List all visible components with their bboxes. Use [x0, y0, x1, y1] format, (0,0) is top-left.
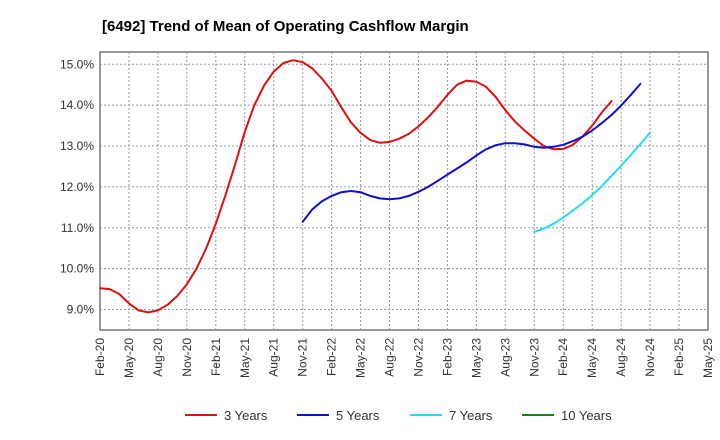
x-tick-label: Nov-21 — [296, 338, 310, 377]
y-tick-label: 10.0% — [60, 262, 94, 276]
y-axis: 9.0% 10.0% 11.0% 12.0% 13.0% 14.0% 15.0% — [60, 57, 94, 316]
legend: 3 Years 5 Years 7 Years 10 Years — [185, 408, 612, 423]
x-tick-label: Nov-24 — [643, 338, 657, 377]
x-tick-label: Feb-20 — [93, 338, 107, 376]
y-tick-label: 13.0% — [60, 139, 94, 153]
x-tick-label: Aug-24 — [614, 338, 628, 377]
legend-label: 7 Years — [449, 408, 493, 423]
x-tick-label: May-23 — [469, 338, 483, 378]
plot-area — [99, 51, 709, 331]
x-tick-label: Aug-20 — [151, 338, 165, 377]
x-tick-label: Aug-21 — [267, 338, 281, 377]
y-tick-label: 15.0% — [60, 57, 94, 71]
x-tick-label: Aug-23 — [498, 338, 512, 377]
legend-label: 5 Years — [336, 408, 380, 423]
x-tick-label: Nov-23 — [527, 338, 541, 377]
y-tick-label: 12.0% — [60, 180, 94, 194]
chart-title: [6492] Trend of Mean of Operating Cashfl… — [102, 18, 469, 35]
x-axis: Feb-20 May-20 Aug-20 Nov-20 Feb-21 May-21 Aug-… — [93, 338, 715, 378]
legend-label: 10 Years — [561, 408, 612, 423]
x-tick-label: Aug-22 — [383, 338, 397, 377]
series-layer — [99, 59, 652, 314]
x-tick-label: May-22 — [354, 338, 368, 378]
x-tick-label: May-21 — [238, 338, 252, 378]
x-tick-label: Nov-20 — [180, 338, 194, 377]
x-tick-label: Feb-24 — [556, 338, 570, 376]
plot-frame — [99, 51, 709, 331]
legend-label: 3 Years — [224, 408, 268, 423]
x-tick-label: May-20 — [122, 338, 136, 378]
x-tick-label: Feb-22 — [325, 338, 339, 376]
series-line-5-years — [301, 82, 642, 223]
grid-lines — [100, 52, 708, 330]
y-tick-label: 11.0% — [61, 221, 94, 235]
series-line-3-years — [99, 59, 613, 314]
x-tick-label: May-25 — [701, 338, 715, 378]
y-tick-label: 9.0% — [67, 303, 95, 317]
x-tick-label: May-24 — [585, 338, 599, 378]
x-tick-label: Feb-25 — [672, 338, 686, 376]
x-tick-label: Feb-21 — [209, 338, 223, 376]
x-tick-label: Nov-22 — [411, 338, 425, 377]
x-tick-label: Feb-23 — [440, 338, 454, 376]
y-tick-label: 14.0% — [60, 98, 94, 112]
series-line-7-years — [533, 131, 652, 233]
